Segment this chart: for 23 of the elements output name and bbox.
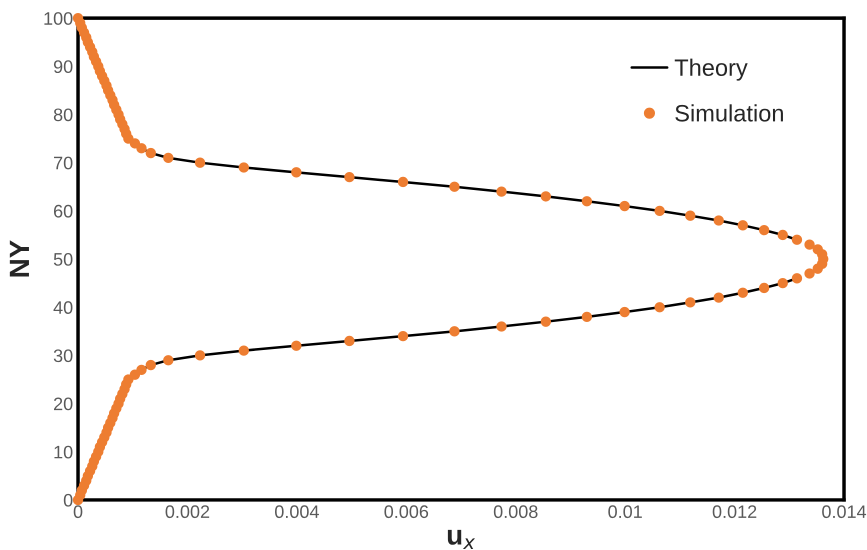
y-tick-label: 50 (54, 252, 72, 266)
x-axis-title: u$_{x}$ (448, 530, 476, 550)
x-tick-label: 0.004 (275, 505, 319, 518)
y-tick-label: 100 (44, 12, 72, 25)
x-tick-label: 0.012 (712, 505, 756, 518)
x-tick-label: 0.01 (608, 505, 642, 518)
y-tick-label: 0 (64, 494, 72, 507)
legend-label: Simulation (675, 104, 783, 122)
y-tick-label: 40 (54, 301, 72, 314)
x-tick-label: 0.008 (494, 505, 538, 518)
x-tick-label: 0 (74, 505, 82, 518)
y-tick-label: 90 (54, 60, 72, 74)
y-tick-label: 20 (54, 398, 72, 410)
x-tick-label: 0.006 (384, 505, 428, 518)
y-tick-label: 10 (54, 446, 72, 458)
x-tick-label: 0.014 (822, 505, 866, 518)
legend-label: Theory (674, 58, 748, 81)
y-tick-label: 60 (54, 204, 72, 218)
y-axis-title: NY (10, 240, 29, 276)
y-tick-label: 30 (54, 349, 72, 362)
x-tick-label: 0.002 (166, 505, 210, 518)
y-tick-label: 80 (54, 108, 72, 122)
y-tick-label: 70 (54, 156, 72, 170)
